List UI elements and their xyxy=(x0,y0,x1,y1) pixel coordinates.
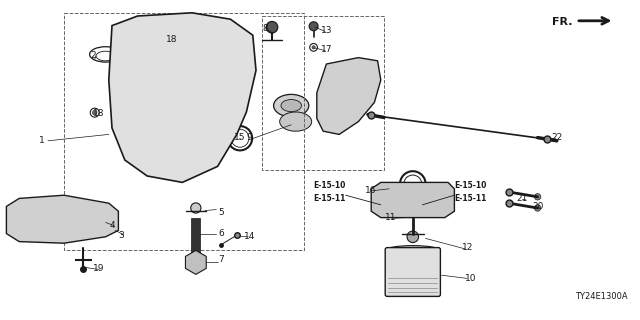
Text: 7: 7 xyxy=(218,255,223,264)
Text: 21: 21 xyxy=(516,194,527,203)
Text: 22: 22 xyxy=(551,133,563,142)
Polygon shape xyxy=(109,13,256,182)
Ellipse shape xyxy=(274,94,309,117)
Circle shape xyxy=(91,217,101,228)
Circle shape xyxy=(312,46,316,49)
Text: 20: 20 xyxy=(532,202,543,211)
Text: 15: 15 xyxy=(234,133,246,142)
Text: 9: 9 xyxy=(247,133,252,142)
Circle shape xyxy=(151,21,163,33)
Text: FR.: FR. xyxy=(552,17,573,28)
Circle shape xyxy=(207,19,215,26)
Text: 8: 8 xyxy=(263,24,268,33)
Circle shape xyxy=(191,203,201,213)
Text: 2: 2 xyxy=(90,52,95,60)
Text: E-15-10
E-15-11: E-15-10 E-15-11 xyxy=(313,181,346,203)
Ellipse shape xyxy=(280,112,312,131)
Text: 10: 10 xyxy=(465,274,476,283)
Bar xyxy=(191,218,200,256)
Text: 4: 4 xyxy=(109,221,115,230)
Circle shape xyxy=(159,71,205,117)
Text: TY24E1300A: TY24E1300A xyxy=(575,292,627,301)
Text: 5: 5 xyxy=(218,208,223,217)
Text: 14: 14 xyxy=(244,232,255,241)
Ellipse shape xyxy=(387,246,438,253)
Text: 11: 11 xyxy=(385,213,396,222)
Text: 12: 12 xyxy=(461,244,473,252)
Circle shape xyxy=(157,100,163,105)
Circle shape xyxy=(169,36,174,41)
Text: 18: 18 xyxy=(166,36,177,44)
Circle shape xyxy=(145,109,150,115)
Circle shape xyxy=(339,86,358,106)
Circle shape xyxy=(407,194,419,206)
Text: 13: 13 xyxy=(321,26,332,35)
Circle shape xyxy=(266,21,278,33)
Text: 1: 1 xyxy=(39,136,44,145)
Text: 16: 16 xyxy=(365,186,377,195)
Circle shape xyxy=(138,93,143,99)
Ellipse shape xyxy=(281,100,301,112)
Text: 19: 19 xyxy=(93,264,105,273)
Polygon shape xyxy=(6,195,118,243)
Circle shape xyxy=(534,205,541,211)
Text: 6: 6 xyxy=(218,229,223,238)
Text: 18: 18 xyxy=(93,109,105,118)
Circle shape xyxy=(173,85,191,103)
Circle shape xyxy=(151,125,156,131)
Polygon shape xyxy=(317,58,381,134)
Circle shape xyxy=(87,213,105,231)
Circle shape xyxy=(166,78,198,110)
Circle shape xyxy=(94,220,98,224)
Polygon shape xyxy=(186,250,206,274)
Text: 17: 17 xyxy=(321,45,332,54)
Polygon shape xyxy=(371,182,454,218)
Circle shape xyxy=(407,231,419,243)
Circle shape xyxy=(93,110,97,115)
Circle shape xyxy=(403,190,423,210)
Circle shape xyxy=(309,22,318,31)
Circle shape xyxy=(534,194,541,200)
Text: 3: 3 xyxy=(119,231,124,240)
Text: E-15-10
E-15-11: E-15-10 E-15-11 xyxy=(454,181,487,203)
Circle shape xyxy=(164,119,169,124)
FancyBboxPatch shape xyxy=(385,248,440,296)
